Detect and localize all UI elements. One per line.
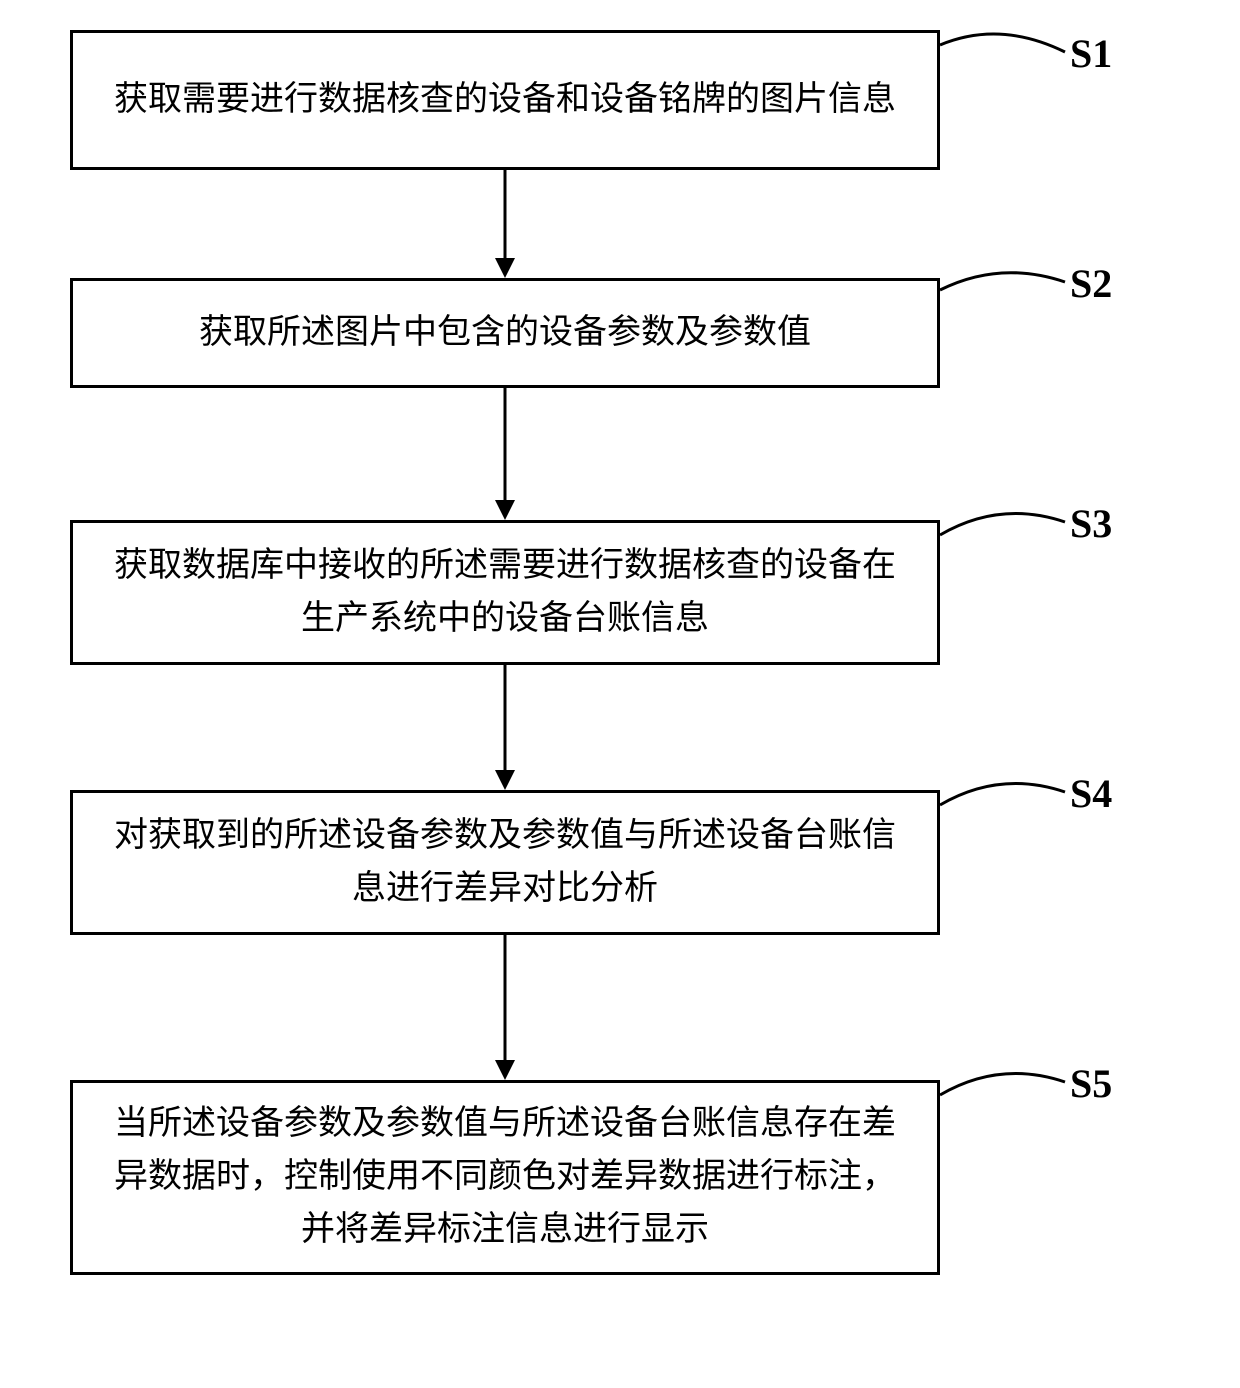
step-box-s3: 获取数据库中接收的所述需要进行数据核查的设备在生产系统中的设备台账信息 [70,520,940,665]
step-text-s4: 对获取到的所述设备参数及参数值与所述设备台账信息进行差异对比分析 [103,810,907,915]
step-label-s1: S1 [1070,30,1112,77]
step-text-s3: 获取数据库中接收的所述需要进行数据核查的设备在生产系统中的设备台账信息 [103,540,907,645]
step-label-s4: S4 [1070,770,1112,817]
arrow-s2-s3 [490,388,520,520]
step-box-s4: 对获取到的所述设备参数及参数值与所述设备台账信息进行差异对比分析 [70,790,940,935]
step-box-s5: 当所述设备参数及参数值与所述设备台账信息存在差异数据时，控制使用不同颜色对差异数… [70,1080,940,1275]
step-box-s2: 获取所述图片中包含的设备参数及参数值 [70,278,940,388]
arrow-s1-s2 [490,170,520,278]
step-label-s3: S3 [1070,500,1112,547]
step-text-s5: 当所述设备参数及参数值与所述设备台账信息存在差异数据时，控制使用不同颜色对差异数… [103,1098,907,1256]
step-text-s2: 获取所述图片中包含的设备参数及参数值 [199,307,811,360]
step-text-s1: 获取需要进行数据核查的设备和设备铭牌的图片信息 [114,74,896,127]
step-label-s5: S5 [1070,1060,1112,1107]
arrow-s4-s5 [490,935,520,1080]
step-label-s2: S2 [1070,260,1112,307]
step-box-s1: 获取需要进行数据核查的设备和设备铭牌的图片信息 [70,30,940,170]
arrow-s3-s4 [490,665,520,790]
